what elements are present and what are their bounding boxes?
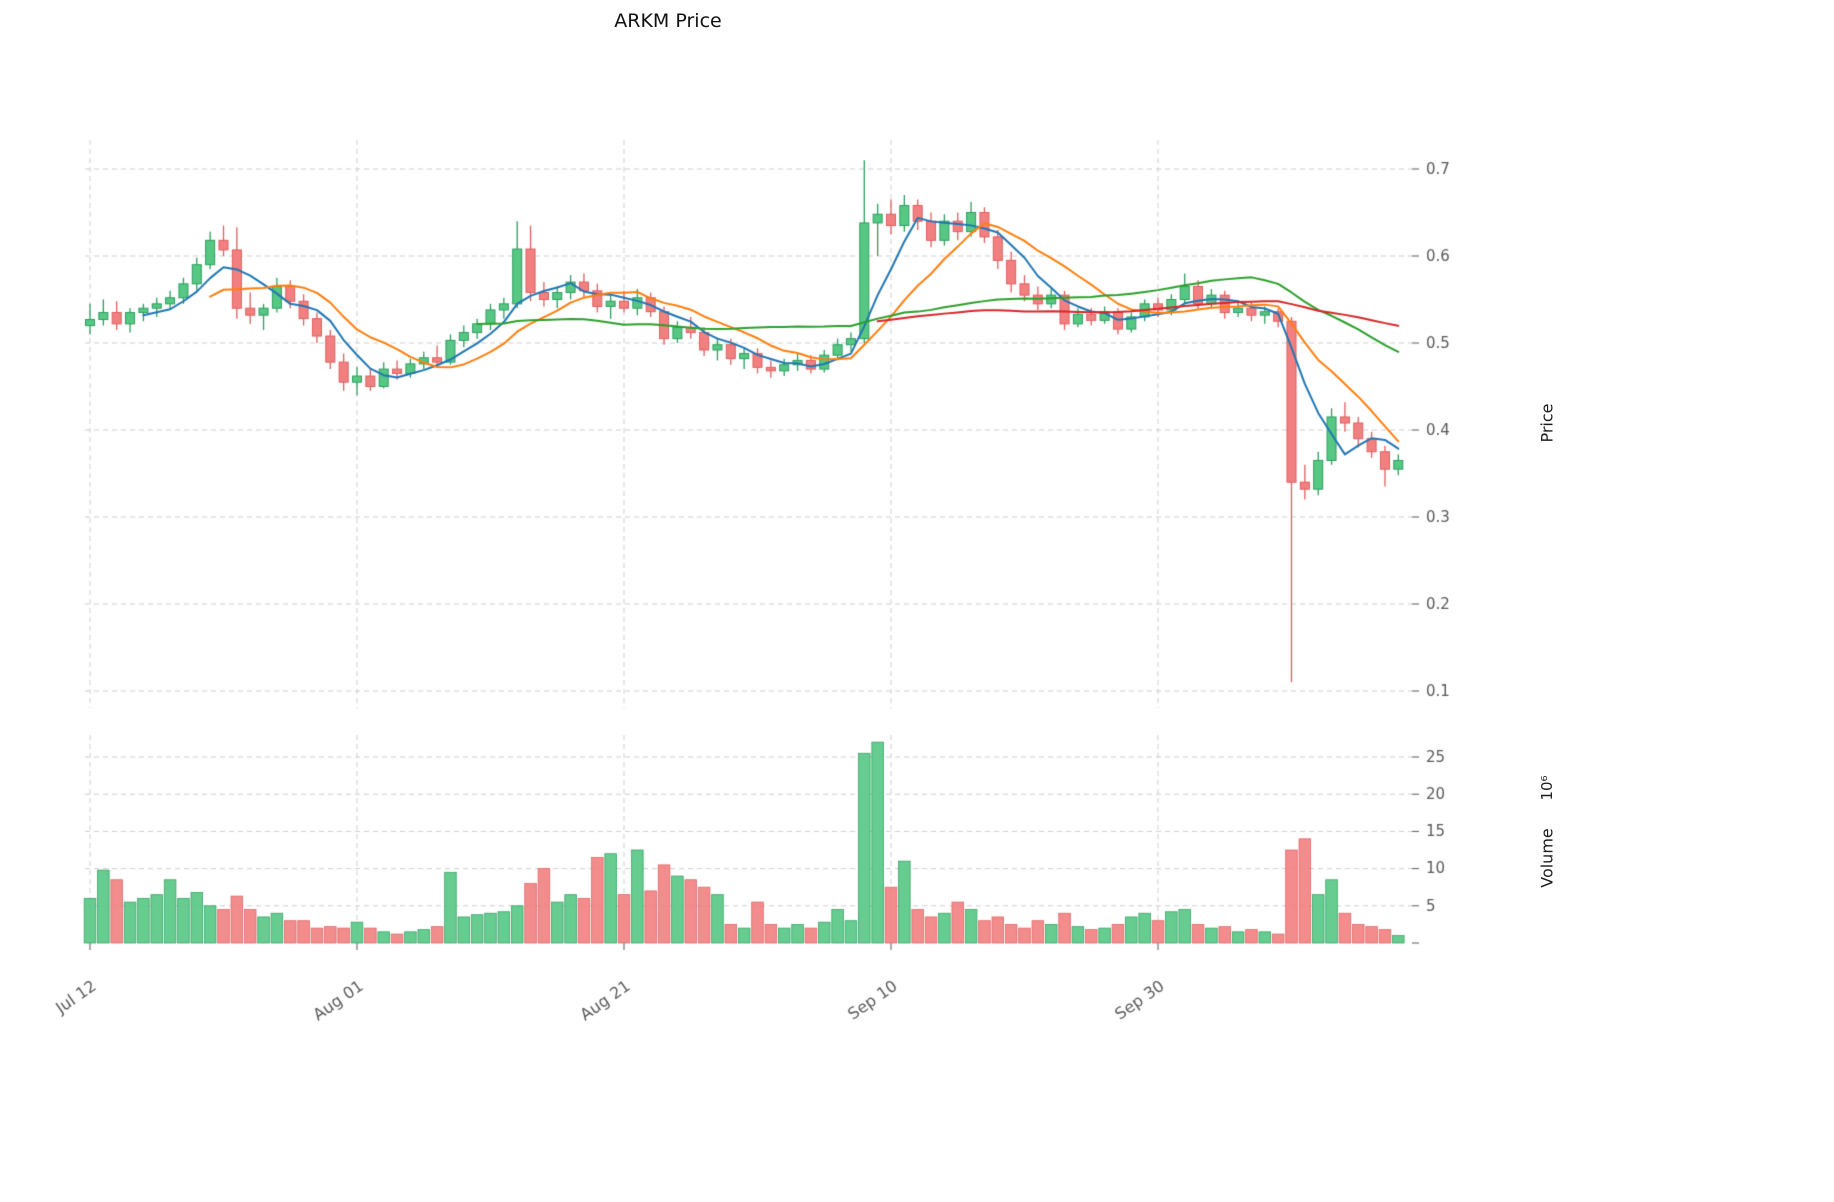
volume-axis-exponent: 10⁶ [1538, 775, 1556, 801]
volume-axis-label: Volume [1537, 828, 1557, 888]
price-axis-label: Price [1537, 403, 1557, 443]
chart-title: ARKM Price [614, 10, 722, 32]
